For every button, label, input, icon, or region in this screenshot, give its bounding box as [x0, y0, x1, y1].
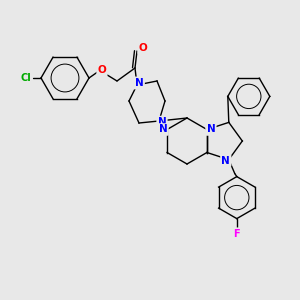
Text: N: N [159, 124, 167, 134]
Text: N: N [135, 78, 143, 88]
Text: N: N [206, 124, 215, 134]
Text: N: N [135, 78, 143, 88]
Text: Cl: Cl [21, 73, 32, 83]
Text: N: N [158, 117, 166, 127]
Text: N: N [221, 156, 230, 166]
Text: O: O [139, 43, 147, 53]
Text: O: O [98, 65, 106, 75]
Text: F: F [233, 229, 240, 238]
